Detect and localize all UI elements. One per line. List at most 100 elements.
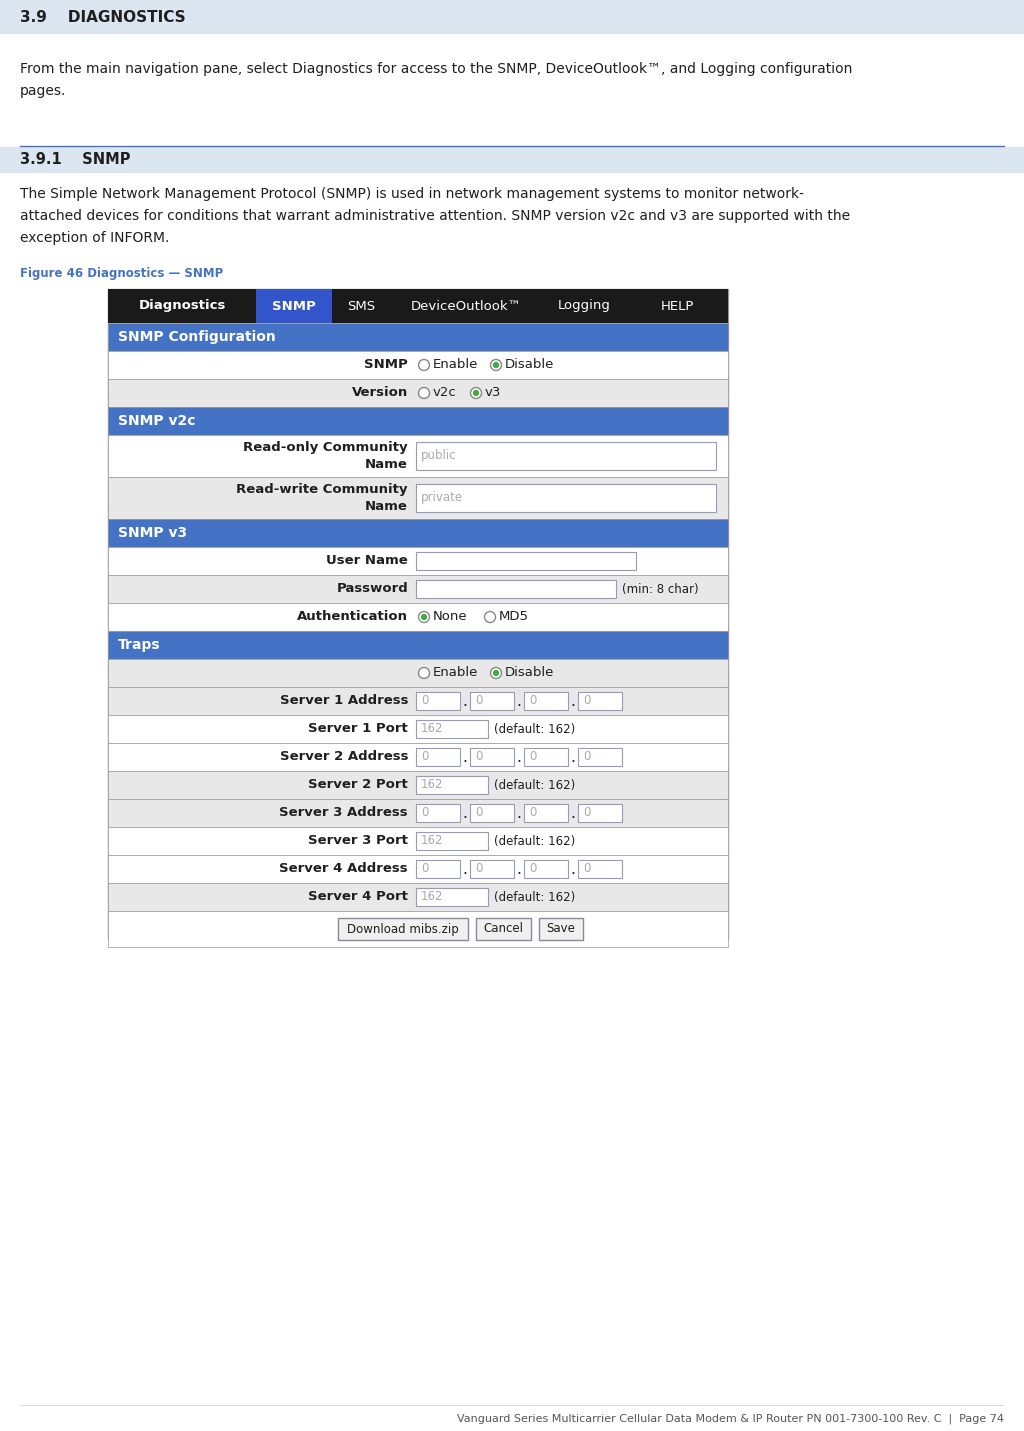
FancyBboxPatch shape	[470, 693, 514, 710]
FancyBboxPatch shape	[416, 860, 460, 879]
Text: .: .	[516, 861, 521, 877]
Text: attached devices for conditions that warrant administrative attention. SNMP vers: attached devices for conditions that war…	[20, 209, 850, 223]
Text: (default: 162): (default: 162)	[494, 834, 575, 847]
Circle shape	[419, 667, 429, 678]
FancyBboxPatch shape	[108, 289, 728, 323]
Text: SNMP: SNMP	[365, 359, 408, 372]
Text: Server 3 Address: Server 3 Address	[280, 807, 408, 820]
FancyBboxPatch shape	[416, 552, 636, 570]
Text: .: .	[516, 806, 521, 820]
Text: Name: Name	[366, 458, 408, 471]
Text: Read-write Community: Read-write Community	[237, 484, 408, 497]
Text: 0: 0	[529, 863, 537, 876]
FancyBboxPatch shape	[108, 602, 728, 631]
FancyBboxPatch shape	[338, 919, 468, 940]
Text: SMS: SMS	[347, 299, 375, 312]
FancyBboxPatch shape	[108, 575, 728, 602]
Text: .: .	[570, 806, 574, 820]
FancyBboxPatch shape	[416, 831, 488, 850]
Text: .: .	[570, 694, 574, 708]
Text: (default: 162): (default: 162)	[494, 723, 575, 736]
Text: private: private	[421, 491, 463, 505]
Text: (min: 8 char): (min: 8 char)	[622, 582, 698, 595]
Text: .: .	[462, 750, 467, 764]
Text: 0: 0	[529, 750, 537, 764]
Circle shape	[419, 359, 429, 371]
Text: .: .	[516, 750, 521, 764]
Text: .: .	[570, 861, 574, 877]
Text: 0: 0	[475, 694, 482, 707]
FancyBboxPatch shape	[578, 804, 622, 821]
FancyBboxPatch shape	[416, 580, 616, 598]
Text: From the main navigation pane, select Diagnostics for access to the SNMP, Device: From the main navigation pane, select Di…	[20, 62, 852, 76]
FancyBboxPatch shape	[0, 0, 1024, 34]
FancyBboxPatch shape	[108, 771, 728, 798]
Text: SNMP v2c: SNMP v2c	[118, 414, 196, 428]
Text: Server 2 Port: Server 2 Port	[308, 778, 408, 791]
Circle shape	[490, 359, 502, 371]
Circle shape	[421, 614, 427, 620]
Text: Server 1 Address: Server 1 Address	[280, 694, 408, 707]
Text: .: .	[570, 750, 574, 764]
Text: 0: 0	[421, 694, 428, 707]
Text: 162: 162	[421, 723, 443, 736]
FancyBboxPatch shape	[416, 748, 460, 766]
Text: 0: 0	[529, 694, 537, 707]
FancyBboxPatch shape	[539, 919, 583, 940]
Text: Authentication: Authentication	[297, 611, 408, 624]
FancyBboxPatch shape	[578, 748, 622, 766]
Text: Logging: Logging	[557, 299, 610, 312]
FancyBboxPatch shape	[416, 776, 488, 794]
Text: .: .	[462, 861, 467, 877]
Text: DeviceOutlook™: DeviceOutlook™	[411, 299, 521, 312]
FancyBboxPatch shape	[578, 693, 622, 710]
FancyBboxPatch shape	[476, 919, 531, 940]
Text: Server 1 Port: Server 1 Port	[308, 723, 408, 736]
Text: Server 4 Address: Server 4 Address	[280, 863, 408, 876]
FancyBboxPatch shape	[108, 716, 728, 743]
Text: .: .	[516, 694, 521, 708]
FancyBboxPatch shape	[108, 351, 728, 379]
Circle shape	[490, 667, 502, 678]
FancyBboxPatch shape	[416, 442, 716, 469]
FancyBboxPatch shape	[108, 798, 728, 827]
Circle shape	[470, 388, 481, 398]
Circle shape	[493, 362, 500, 368]
Text: v3: v3	[485, 386, 502, 399]
FancyBboxPatch shape	[108, 477, 728, 519]
Text: 3.9    DIAGNOSTICS: 3.9 DIAGNOSTICS	[20, 10, 185, 24]
FancyBboxPatch shape	[524, 748, 568, 766]
FancyBboxPatch shape	[108, 743, 728, 771]
FancyBboxPatch shape	[470, 804, 514, 821]
FancyBboxPatch shape	[524, 693, 568, 710]
FancyBboxPatch shape	[108, 854, 728, 883]
FancyBboxPatch shape	[524, 860, 568, 879]
Text: Server 2 Address: Server 2 Address	[280, 750, 408, 764]
Text: Figure 46 Diagnostics — SNMP: Figure 46 Diagnostics — SNMP	[20, 268, 223, 280]
Text: 0: 0	[583, 807, 591, 820]
FancyBboxPatch shape	[470, 860, 514, 879]
Circle shape	[419, 388, 429, 398]
Text: pages.: pages.	[20, 84, 67, 97]
FancyBboxPatch shape	[416, 889, 488, 906]
Text: Save: Save	[547, 923, 575, 936]
FancyBboxPatch shape	[108, 827, 728, 854]
FancyBboxPatch shape	[108, 912, 728, 947]
Text: v2c: v2c	[433, 386, 457, 399]
Text: 0: 0	[421, 807, 428, 820]
FancyBboxPatch shape	[108, 379, 728, 406]
FancyBboxPatch shape	[524, 804, 568, 821]
Text: SNMP v3: SNMP v3	[118, 527, 187, 539]
Text: SNMP: SNMP	[272, 299, 315, 312]
FancyBboxPatch shape	[108, 687, 728, 716]
FancyBboxPatch shape	[108, 435, 728, 477]
Text: 0: 0	[475, 807, 482, 820]
Text: Password: Password	[336, 582, 408, 595]
FancyBboxPatch shape	[256, 289, 332, 323]
FancyBboxPatch shape	[416, 484, 716, 512]
Text: public: public	[421, 449, 457, 462]
Text: Server 4 Port: Server 4 Port	[308, 890, 408, 903]
Text: Download mibs.zip: Download mibs.zip	[347, 923, 459, 936]
Text: Cancel: Cancel	[483, 923, 523, 936]
Text: Vanguard Series Multicarrier Cellular Data Modem & IP Router PN 001-7300-100 Rev: Vanguard Series Multicarrier Cellular Da…	[457, 1412, 1004, 1424]
